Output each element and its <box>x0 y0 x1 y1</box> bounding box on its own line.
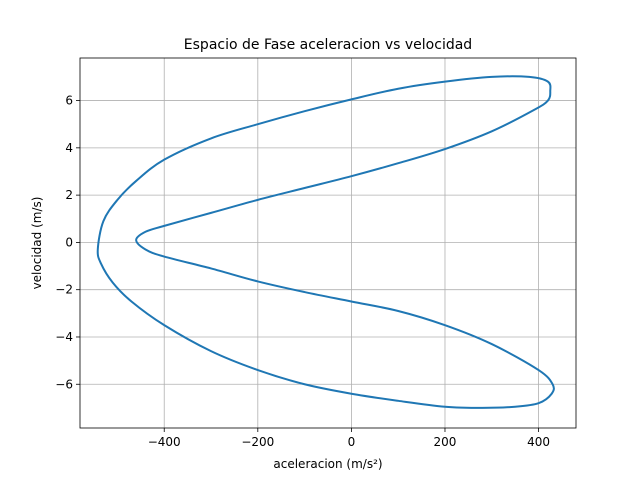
y-tick-label: −6 <box>55 377 73 391</box>
y-tick-label: −2 <box>55 283 73 297</box>
chart-title: Espacio de Fase aceleracion vs velocidad <box>184 37 472 53</box>
y-tick-label: 6 <box>65 94 73 108</box>
plot-frame <box>79 57 577 429</box>
plot-series <box>96 75 555 409</box>
x-tick-label: 400 <box>527 435 550 449</box>
y-tick-label: 0 <box>65 235 73 249</box>
y-tick-label: −4 <box>55 330 73 344</box>
y-axis: −6 −4 −2 0 2 4 6 <box>55 94 80 391</box>
x-axis-label: aceleracion (m/s²) <box>273 457 382 471</box>
x-tick-label: −400 <box>148 435 181 449</box>
series-line <box>96 75 555 409</box>
y-tick-label: 2 <box>65 188 73 202</box>
x-tick-label: −200 <box>241 435 274 449</box>
y-axis-label: velocidad (m/s) <box>30 197 44 290</box>
grid-lines <box>80 58 576 428</box>
x-axis: −400 −200 0 200 400 <box>148 428 550 449</box>
x-tick-label: 200 <box>434 435 457 449</box>
y-tick-label: 4 <box>65 141 73 155</box>
x-tick-label: 0 <box>348 435 356 449</box>
